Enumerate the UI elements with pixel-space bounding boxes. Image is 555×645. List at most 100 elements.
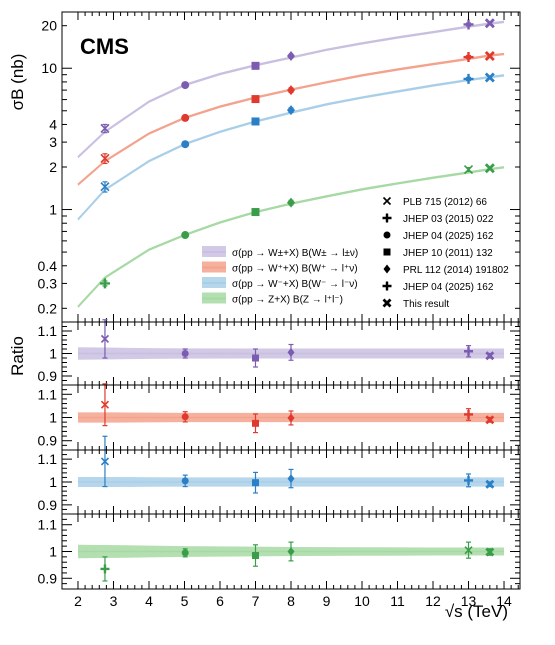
data-point [251, 208, 260, 217]
ratio-point [251, 552, 259, 560]
ratio-point [485, 351, 495, 361]
ratio-y-tick-label: 1.1 [38, 323, 58, 339]
data-point [287, 105, 295, 116]
ratio-point [181, 350, 189, 357]
ratio-point [100, 400, 110, 409]
data-point [100, 123, 110, 133]
x-tick-label: 12 [425, 593, 441, 609]
data-point [463, 52, 474, 63]
y-tick-label: 1 [49, 202, 57, 218]
y-tick-label: 0.3 [38, 275, 58, 291]
y-tick-label: 3 [49, 134, 57, 150]
data-point [100, 153, 110, 163]
data-point [463, 164, 474, 175]
x-tick-label: 6 [216, 593, 224, 609]
y-axis-title-ratio: Ratio [8, 336, 27, 376]
legend-series-label: σ(pp → W⁺+X) B(W⁺ → l⁺ν) [232, 264, 358, 275]
legend-reference-marker [383, 231, 391, 239]
theory-line [77, 166, 505, 308]
ratio-y-tick-label: 0.9 [38, 433, 58, 449]
y-tick-label: 10 [41, 60, 57, 76]
legend-reference-label: JHEP 04 (2025) 162 [403, 231, 494, 242]
ratio-y-tick-label: 1.1 [38, 386, 58, 402]
series-1 [77, 51, 505, 186]
y-tick-label: 4 [49, 116, 57, 132]
legend-reference-label: JHEP 10 (2011) 132 [403, 248, 493, 259]
ratio-y-tick-label: 0.9 [38, 497, 58, 513]
ratio-y-tick-label: 1 [49, 544, 57, 560]
data-point [287, 197, 295, 208]
x-tick-label: 5 [181, 593, 189, 609]
experiment-label: CMS [80, 34, 129, 59]
data-point [181, 81, 190, 90]
data-point [463, 19, 474, 30]
series-3 [77, 163, 505, 309]
data-point [181, 231, 190, 240]
legend: PLB 715 (2012) 66 JHEP 03 (2015) 022 JHEP … [202, 196, 509, 310]
data-point [484, 163, 495, 174]
x-tick-label: 9 [323, 593, 331, 609]
data-point [251, 117, 260, 126]
ratio-point [464, 346, 474, 356]
series-0 [77, 18, 505, 159]
x-tick-label: 4 [145, 593, 153, 609]
ratio-point [251, 354, 259, 362]
ratio-point [100, 564, 110, 574]
ratio-point [464, 546, 473, 555]
data-point [484, 51, 495, 62]
ratio-y-tick-label: 1 [49, 410, 57, 426]
legend-reference-marker [382, 281, 392, 291]
ratio-y-tick-label: 0.9 [38, 570, 58, 586]
x-tick-label: 7 [252, 593, 260, 609]
data-point [484, 72, 495, 83]
ratio-y-tick-label: 0.9 [38, 368, 58, 384]
x-tick-label: 11 [390, 593, 405, 609]
data-point [287, 85, 295, 96]
y-axis-title-main: σB (nb) [8, 54, 27, 111]
ratio-point [181, 413, 189, 421]
ratio-point [287, 547, 295, 556]
ratio-point [485, 547, 495, 557]
data-point [484, 18, 495, 29]
ratio-panel-3: 0.9 1 1.1 [38, 513, 521, 590]
ratio-y-tick-label: 1 [49, 346, 57, 362]
ratio-y-tick-label: 1 [49, 474, 57, 490]
data-point [181, 113, 190, 122]
ratio-point [485, 479, 495, 489]
ratio-point [287, 347, 295, 357]
ratio-point [181, 549, 189, 557]
legend-series-label: σ(pp → Z+X) B(Z → l⁺l⁻) [232, 295, 343, 306]
x-axis-title: √s (TeV) [445, 602, 508, 621]
ratio-point [464, 475, 474, 485]
data-point [287, 51, 295, 62]
legend-reference-marker [382, 213, 392, 223]
ratio-y-tick-label: 1.1 [38, 451, 58, 467]
theory-line [77, 53, 505, 186]
x-tick-label: 14 [496, 593, 512, 609]
theory-line [77, 20, 505, 158]
data-point [99, 278, 110, 289]
legend-reference-label: PLB 715 (2012) 66 [403, 197, 487, 208]
ratio-point [251, 419, 259, 427]
legend-reference-label: This result [403, 299, 449, 310]
data-point [251, 95, 260, 104]
y-tick-label: 0.4 [38, 258, 58, 274]
data-point [463, 73, 474, 84]
ratio-panel-1: 0.9 1 1.1 [38, 383, 521, 451]
data-point [100, 182, 110, 192]
ratio-point [485, 415, 495, 425]
ratio-point [287, 413, 295, 423]
legend-reference-marker [382, 298, 392, 308]
ratio-point [287, 474, 295, 484]
ratio-point [251, 479, 259, 487]
main-panel: 0.2 0.30.4 1 2 3 4 10 20 [38, 11, 521, 323]
x-tick-label: 2 [74, 593, 82, 609]
ratio-panel-2: 0.9 1 1.1 [38, 435, 521, 515]
legend-reference-label: JHEP 03 (2015) 022 [403, 214, 494, 225]
ratio-point [100, 334, 110, 343]
legend-reference-marker [383, 264, 391, 274]
x-tick-label: 13 [461, 593, 477, 609]
legend-reference-label: PRL 112 (2014) 191802 [403, 265, 509, 276]
legend-reference-label: JHEP 04 (2025) 162 [403, 282, 494, 293]
